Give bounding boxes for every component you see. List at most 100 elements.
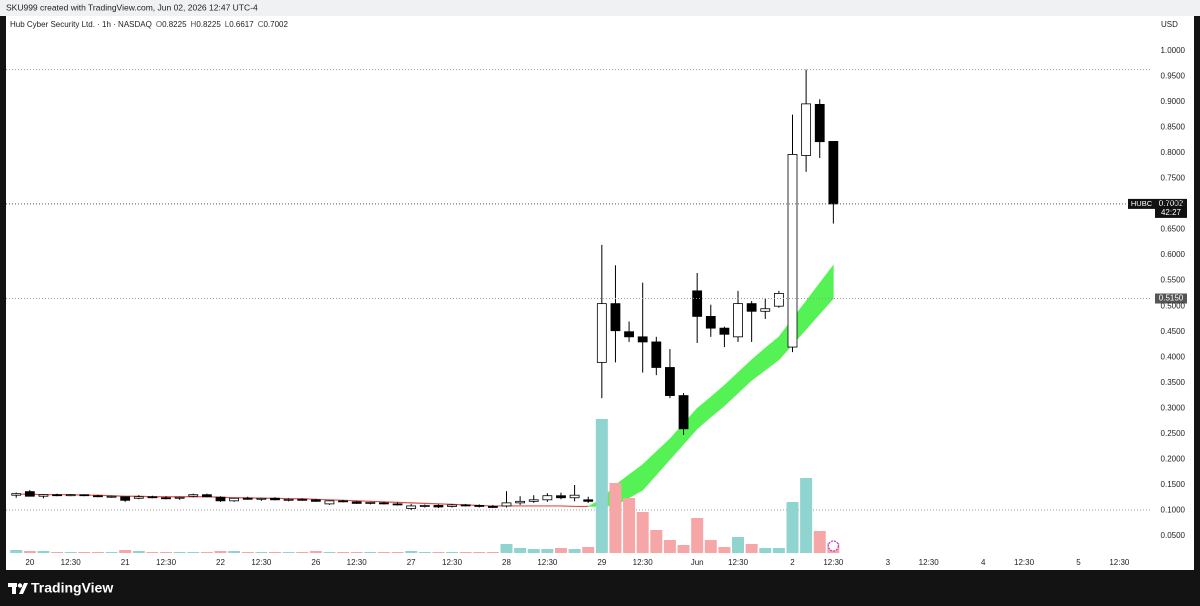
- volume-bar: [78, 552, 91, 553]
- x-tick-label: 2: [790, 558, 795, 567]
- volume-bar: [350, 552, 363, 553]
- volume-bar: [759, 548, 772, 553]
- candle-body: [828, 141, 839, 205]
- candle-body: [705, 315, 716, 329]
- volume-bar: [51, 552, 64, 553]
- candle-body: [487, 506, 498, 508]
- volume-bar: [37, 551, 50, 553]
- y-tick-label: 0.8000: [1161, 148, 1186, 157]
- volume-bar: [732, 537, 745, 553]
- y-tick-label: 0.0500: [1161, 531, 1186, 540]
- volume-bar: [663, 540, 676, 553]
- candle-body: [610, 303, 621, 332]
- y-tick-label: 0.6500: [1161, 225, 1186, 234]
- ohlc-key: O: [156, 20, 162, 29]
- candle-body: [270, 497, 280, 501]
- x-tick-label: 12:30: [919, 558, 940, 567]
- x-tick-label: 12:30: [442, 558, 463, 567]
- candle-body: [419, 505, 430, 507]
- volume-bar: [146, 552, 159, 553]
- candle-body: [365, 501, 376, 504]
- candle-body: [583, 499, 594, 502]
- footer: [0, 572, 1200, 606]
- y-tick-label: 0.5000: [1161, 301, 1186, 310]
- y-tick-label: 0.2000: [1161, 455, 1186, 464]
- x-tick-label: 12:30: [537, 558, 558, 567]
- volume-bar: [609, 483, 622, 553]
- y-tick-label: 0.5500: [1161, 276, 1186, 285]
- x-tick-label: 22: [216, 558, 225, 567]
- volume-bar: [568, 549, 581, 553]
- y-tick-label: 0.8500: [1161, 122, 1186, 131]
- candle-body: [801, 103, 812, 156]
- volume-bar: [364, 552, 377, 553]
- candle-body: [147, 496, 158, 499]
- candle-body: [11, 493, 22, 496]
- x-tick-label: 12:30: [633, 558, 654, 567]
- volume-bar: [132, 551, 145, 553]
- symbol-tag-bg: [1128, 198, 1155, 209]
- y-tick-label: 0.4000: [1161, 352, 1186, 361]
- volume-bar: [500, 544, 513, 553]
- volume-bar: [459, 552, 472, 553]
- y-tick-label: 0.7500: [1161, 174, 1186, 183]
- candle-body: [433, 505, 444, 508]
- candle-body: [188, 494, 199, 497]
- x-tick-label: 12:30: [823, 558, 844, 567]
- volume-bar: [514, 548, 527, 553]
- volume-bar: [10, 550, 23, 553]
- x-tick-label: 20: [25, 558, 34, 567]
- volume-bar: [541, 549, 554, 553]
- y-tick-label: 0.9000: [1161, 97, 1186, 106]
- countdown: 42:27: [1161, 208, 1182, 217]
- volume-bar: [650, 530, 663, 553]
- volume-bar: [91, 552, 104, 553]
- candle-body: [52, 494, 62, 497]
- candle-body: [665, 367, 675, 396]
- x-tick-label: 12:30: [1109, 558, 1130, 567]
- candle-body: [773, 293, 784, 307]
- volume-bar: [446, 552, 459, 553]
- candle-body: [651, 341, 662, 368]
- candle-body: [501, 502, 512, 507]
- candle-body: [338, 500, 348, 503]
- volume-bar: [187, 552, 200, 553]
- volume-bar: [337, 552, 350, 553]
- x-tick-label: 12:30: [1014, 558, 1035, 567]
- volume-bar: [23, 551, 36, 553]
- volume-bar: [772, 548, 785, 553]
- price-tag: 0.7002: [1159, 199, 1184, 208]
- candle-body: [556, 495, 566, 499]
- candle-body: [106, 495, 117, 498]
- candle-body: [38, 494, 49, 497]
- band-tag: 0.5150: [1159, 294, 1184, 303]
- ohlc-key: C: [258, 20, 264, 29]
- candle-body: [161, 497, 171, 500]
- candle-body: [528, 499, 539, 502]
- volume-bar: [255, 552, 268, 553]
- candle-body: [242, 497, 253, 500]
- volume-bar: [554, 548, 567, 553]
- candle-body: [229, 497, 240, 502]
- volume-bar: [377, 552, 390, 553]
- candle-body: [79, 494, 90, 497]
- candle-body: [392, 503, 403, 506]
- symbol-name: Hub Cyber Security Ltd. · 1h · NASDAQ: [10, 20, 152, 29]
- x-tick-label: 27: [407, 558, 416, 567]
- volume-bar: [745, 544, 758, 553]
- candle-body: [760, 308, 771, 312]
- candle-body: [120, 496, 131, 501]
- volume-bar: [473, 552, 486, 553]
- candle-body: [515, 500, 526, 504]
- candle-body: [733, 303, 743, 338]
- volume-bar: [64, 552, 77, 553]
- volume-bar: [268, 552, 281, 553]
- candle-body: [65, 494, 76, 497]
- volume-bar: [418, 552, 431, 553]
- volume-bar: [309, 551, 322, 553]
- candle-body: [678, 395, 689, 430]
- candle-body: [787, 154, 798, 348]
- candle-body: [174, 496, 185, 499]
